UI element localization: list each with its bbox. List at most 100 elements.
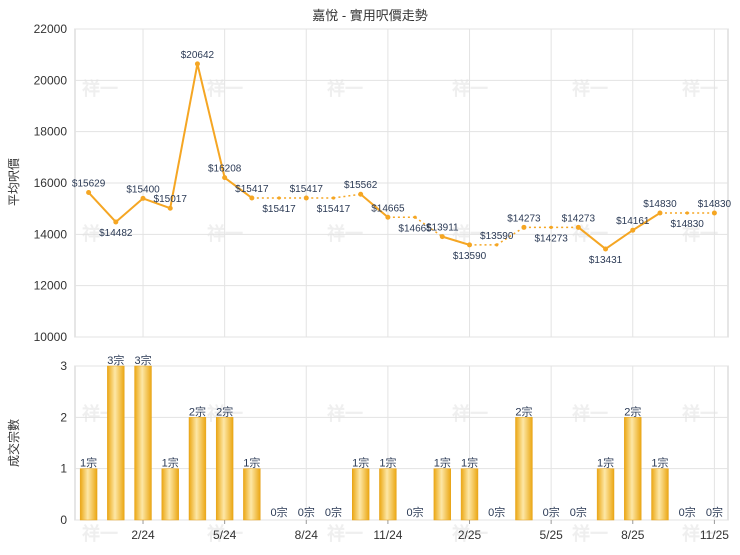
price-data-label: $14161: [616, 216, 650, 227]
price-line-segment: [87, 191, 117, 223]
price-point: [249, 195, 255, 201]
price-data-label: $14482: [99, 228, 133, 239]
price-point: [222, 175, 228, 181]
price-line-segment: [604, 229, 634, 250]
price-point: [549, 225, 553, 229]
watermark-text: 祥一: [682, 78, 718, 99]
price-data-label: $14273: [534, 233, 568, 244]
volume-bar-label: 2宗: [216, 404, 233, 418]
watermark-text: 祥一: [82, 78, 118, 99]
price-point: [603, 246, 609, 252]
volume-bar: [515, 417, 533, 521]
price-line-segment: [196, 63, 226, 178]
volume-bar-label: 2宗: [189, 404, 206, 418]
x-tick-label: 5/25: [539, 528, 563, 542]
price-data-label: $14830: [643, 199, 677, 210]
price-point: [495, 243, 499, 247]
watermark-text: 祥一: [572, 78, 608, 99]
price-data-label: $13590: [480, 231, 514, 242]
price-line-segment: [142, 197, 171, 210]
price-y-tick-label: 10000: [34, 330, 68, 344]
watermark-text: 祥一: [327, 78, 363, 99]
price-data-label: $15417: [235, 184, 269, 195]
price-point: [331, 196, 336, 200]
volume-y-tick-label: 0: [60, 513, 67, 527]
volume-bar-label: 0宗: [407, 505, 424, 519]
volume-panel: 3 2 1 0 2/24 5/24 8/24 11/24 2/25 5/25 8/25 11/25 1宗…: [60, 353, 729, 542]
price-point: [194, 61, 200, 67]
volume-bar-label: 0宗: [679, 505, 696, 519]
price-point: [140, 195, 146, 201]
volume-bar-label: 1宗: [461, 456, 478, 470]
volume-bar-label: 3宗: [107, 353, 124, 367]
volume-bar-label: 1宗: [352, 456, 369, 470]
volume-bar: [624, 417, 642, 521]
price-y-tick-label: 18000: [34, 125, 68, 139]
volume-y-tick-label: 3: [60, 359, 67, 373]
price-data-label: $15017: [154, 194, 188, 205]
price-data-label: $15400: [126, 184, 160, 195]
price-line-segment: [360, 193, 389, 219]
price-data-label: $15417: [290, 184, 324, 195]
price-point: [277, 196, 281, 200]
price-line-segment: [224, 176, 253, 199]
price-line-segment: [333, 193, 361, 199]
price-line-segment: [577, 226, 607, 250]
volume-bar-label: 0宗: [325, 505, 342, 519]
price-data-label: $20642: [181, 50, 215, 61]
x-tick-label: 11/25: [700, 528, 729, 542]
watermark-text: 祥一: [572, 523, 608, 544]
price-data-label: $14830: [671, 219, 705, 230]
volume-bar: [79, 468, 98, 521]
price-line-segment: [442, 235, 470, 246]
price-data-label: $15417: [262, 204, 296, 215]
price-data-label: $15562: [344, 180, 378, 191]
price-data-label: $13911: [426, 223, 459, 234]
price-data-label: $15629: [72, 179, 106, 190]
price-data-label: $14830: [698, 199, 732, 210]
watermark-text: 祥一: [82, 523, 118, 544]
price-point: [86, 190, 92, 196]
volume-bar-label: 0宗: [488, 505, 505, 519]
x-tick-label: 2/24: [131, 528, 155, 542]
volume-bar-label: 3宗: [134, 353, 151, 367]
price-point: [439, 234, 445, 240]
price-panel: 22000 20000 18000 16000 14000 12000 10000 $1562…: [34, 22, 732, 344]
price-data-label: $14665: [398, 223, 432, 234]
price-point: [657, 210, 663, 216]
watermark-text: 祥一: [682, 403, 718, 424]
x-tick-label: 8/24: [295, 528, 319, 542]
price-line-segment: [115, 197, 144, 223]
x-tick-label: 5/24: [213, 528, 237, 542]
watermark-text: 祥一: [327, 403, 363, 424]
price-line-segment: [414, 216, 443, 238]
volume-bar: [379, 468, 397, 521]
volume-bar-label: 0宗: [543, 505, 560, 519]
volume-bar: [188, 417, 207, 521]
price-line-segment: [169, 63, 199, 209]
price-y-tick-label: 12000: [34, 279, 68, 293]
volume-bar: [243, 468, 261, 521]
price-line-segment: [632, 212, 661, 232]
price-data-label: $14273: [562, 213, 596, 224]
volume-bar-label: 1宗: [434, 456, 451, 470]
volume-bar: [460, 468, 479, 521]
price-line-segment: [496, 226, 525, 246]
volume-y-tick-label: 1: [60, 462, 67, 476]
volume-bar-label: 1宗: [379, 456, 396, 470]
volume-bar: [596, 468, 615, 521]
watermark-text: 祥一: [682, 523, 718, 544]
watermark-text: 祥一: [682, 223, 718, 244]
volume-bar: [352, 468, 370, 521]
price-axis-title: 平均呎價: [7, 158, 21, 206]
volume-bar: [651, 468, 669, 521]
price-point: [575, 224, 581, 230]
watermark-text: 祥一: [327, 223, 363, 244]
watermark-text: 祥一: [207, 523, 243, 544]
price-point: [521, 224, 527, 230]
price-data-label: $13590: [453, 251, 487, 262]
price-y-tick-label: 14000: [34, 227, 68, 241]
price-point: [167, 205, 173, 211]
price-point: [467, 242, 473, 248]
